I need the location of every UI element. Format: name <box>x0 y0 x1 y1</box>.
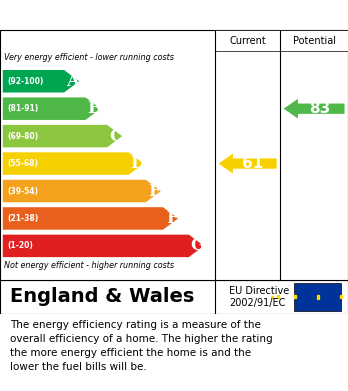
Text: Not energy efficient - higher running costs: Not energy efficient - higher running co… <box>4 261 174 270</box>
Text: Very energy efficient - lower running costs: Very energy efficient - lower running co… <box>4 52 174 61</box>
Text: F: F <box>166 210 177 227</box>
Text: (1-20): (1-20) <box>7 241 33 250</box>
Text: EU Directive
2002/91/EC: EU Directive 2002/91/EC <box>229 286 289 308</box>
Text: Potential: Potential <box>293 36 335 46</box>
Text: A: A <box>66 73 79 90</box>
Text: The energy efficiency rating is a measure of the
overall efficiency of a home. T: The energy efficiency rating is a measur… <box>10 320 273 372</box>
Text: G: G <box>190 237 205 255</box>
Bar <box>294 283 341 310</box>
Text: (92-100): (92-100) <box>7 77 44 86</box>
Text: 83: 83 <box>309 101 330 116</box>
Polygon shape <box>3 207 178 230</box>
Text: Energy Efficiency Rating: Energy Efficiency Rating <box>9 7 229 23</box>
Text: (21-38): (21-38) <box>7 214 38 223</box>
Text: D: D <box>130 155 144 172</box>
Text: B: B <box>87 100 101 117</box>
Text: (39-54): (39-54) <box>7 187 38 196</box>
Polygon shape <box>3 180 161 202</box>
Text: (55-68): (55-68) <box>7 159 38 168</box>
Text: C: C <box>109 127 122 145</box>
Text: Current: Current <box>229 36 266 46</box>
Text: England & Wales: England & Wales <box>10 287 195 306</box>
Polygon shape <box>3 235 204 257</box>
Text: E: E <box>148 183 161 199</box>
Polygon shape <box>284 99 345 118</box>
Bar <box>280 30 348 51</box>
Polygon shape <box>3 70 79 93</box>
Bar <box>215 30 280 51</box>
Text: 61: 61 <box>242 156 263 171</box>
Polygon shape <box>219 154 277 174</box>
Polygon shape <box>3 97 101 120</box>
Text: (69-80): (69-80) <box>7 132 38 141</box>
Polygon shape <box>3 125 122 147</box>
Text: (81-91): (81-91) <box>7 104 38 113</box>
Polygon shape <box>3 152 144 175</box>
